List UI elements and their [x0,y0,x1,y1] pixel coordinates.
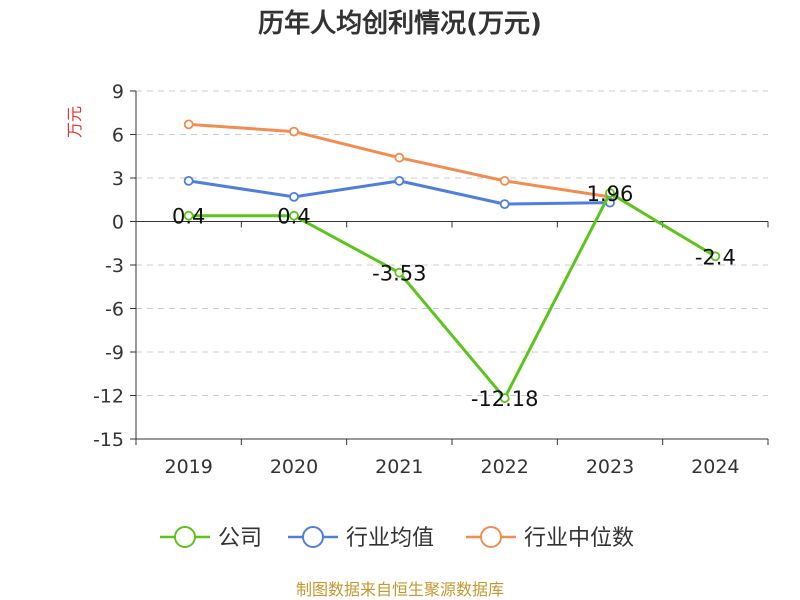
y-tick-label: -15 [93,429,124,451]
data-point[interactable] [183,119,194,130]
y-tick-label: 3 [112,168,124,190]
data-label: 0.4 [172,205,205,229]
y-tick-label: -9 [105,342,124,364]
data-label: -3.53 [372,262,426,286]
legend[interactable]: 公司 行业均值 行业中位数 [160,526,634,551]
series-line-0 [188,191,717,400]
data-point[interactable] [499,393,510,404]
data-point[interactable] [605,188,615,198]
series-lines [183,119,721,404]
legend-marker [174,526,196,548]
legend-label: 公司 [218,526,262,551]
y-axis-label: 万元 [65,106,84,138]
x-tick-label: 2023 [586,456,634,478]
data-label: 1.96 [587,182,634,206]
data-point[interactable] [499,175,510,186]
data-point[interactable] [499,199,510,210]
data-point[interactable] [394,267,405,278]
data-labels: 0.4 0.4 -3.53 -12.18 1.96 -2.4 [172,182,736,411]
source-note: 制图数据来自恒生聚源数据库 [296,580,504,599]
data-label: 0.4 [277,205,310,229]
axes: 9 6 3 0 -3 -6 -9 -12 -15 2019 2020 2021 2022 2023 2024 [93,81,769,478]
legend-item-0[interactable]: 公司 [160,526,262,551]
y-tick-label: -12 [93,386,124,408]
data-point[interactable] [289,126,299,137]
data-point[interactable] [394,175,405,186]
data-label: -2.4 [695,245,736,269]
data-point[interactable] [710,251,721,262]
legend-item-2[interactable]: 行业中位数 [466,526,634,551]
grid-lines [136,90,768,440]
chart-title: 历年人均创利情况(万元) [258,8,542,39]
data-point[interactable] [183,210,194,221]
legend-label: 行业均值 [346,526,434,551]
data-point[interactable] [289,191,299,202]
y-tick-label: 6 [112,125,124,147]
legend-marker [480,526,502,548]
x-tick-label: 2024 [691,456,739,478]
y-tick-label: -3 [105,255,124,277]
legend-marker [302,526,324,548]
x-tick-label: 2022 [480,456,528,478]
data-point[interactable] [183,175,194,186]
y-tick-label: 9 [112,81,124,103]
x-tick-label: 2021 [375,456,423,478]
x-tick-label: 2019 [164,456,212,478]
data-point[interactable] [394,152,405,163]
y-tick-label: -6 [105,299,124,321]
legend-label: 行业中位数 [524,526,634,551]
data-point[interactable] [289,210,299,221]
x-tick-label: 2020 [270,456,318,478]
legend-item-1[interactable]: 行业均值 [288,526,434,551]
y-tick-label: 0 [112,212,124,234]
data-label: -12.18 [471,387,539,411]
